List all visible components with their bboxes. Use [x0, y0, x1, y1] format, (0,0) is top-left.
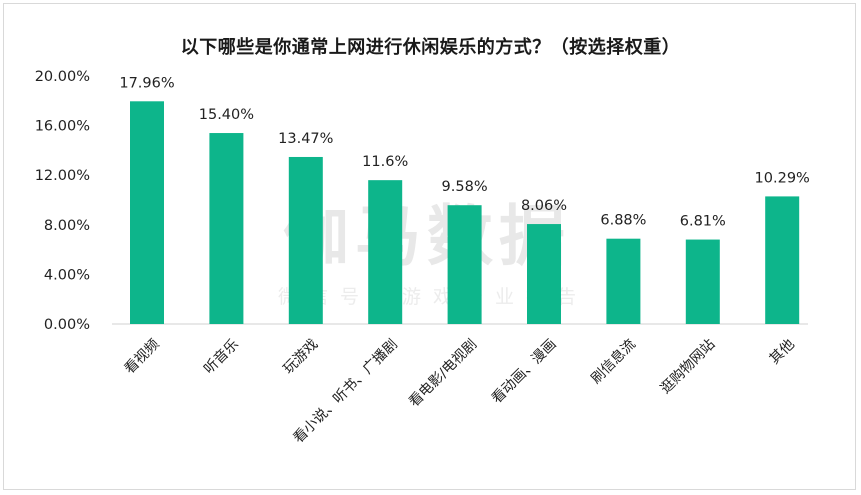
data-label: 15.40% [199, 107, 254, 123]
bar [209, 133, 244, 324]
bar [765, 196, 800, 324]
data-label: 9.58% [442, 179, 488, 195]
y-tick-label: 20.00% [35, 69, 90, 85]
bar [447, 205, 482, 324]
x-tick-label: 逛购物网站 [658, 336, 719, 397]
data-label: 6.88% [600, 213, 646, 229]
y-tick-label: 4.00% [44, 267, 90, 283]
data-label: 6.81% [680, 214, 726, 230]
x-tick-label: 看视频 [122, 336, 163, 377]
y-tick-label: 12.00% [35, 168, 90, 184]
y-tick-label: 8.00% [44, 218, 90, 234]
bar [606, 238, 641, 324]
y-tick-label: 0.00% [44, 317, 90, 333]
bar [368, 180, 403, 324]
x-tick-label: 其他 [767, 336, 798, 367]
data-label: 13.47% [278, 131, 333, 147]
x-tick-label: 看动画、漫画 [489, 336, 560, 407]
data-label: 17.96% [119, 75, 174, 91]
bar [288, 156, 323, 324]
data-label: 10.29% [755, 170, 810, 186]
watermark-sub: 微信号：游戏产业报告 [278, 286, 589, 308]
y-tick-label: 16.00% [35, 119, 90, 135]
data-label: 11.6% [362, 154, 408, 170]
x-tick-label: 玩游戏 [280, 336, 321, 377]
watermark-main: 伽马数据 [283, 198, 571, 275]
bar [527, 224, 561, 324]
x-tick-label: 看电影/电视剧 [406, 336, 480, 410]
bar [685, 239, 720, 324]
data-label: 8.06% [521, 198, 567, 214]
bar [130, 101, 164, 325]
x-tick-label: 听音乐 [200, 336, 242, 378]
x-tick-label: 刷信息流 [587, 336, 639, 388]
chart-title: 以下哪些是你通常上网进行休闲娱乐的方式？（按选择权重） [180, 37, 681, 58]
